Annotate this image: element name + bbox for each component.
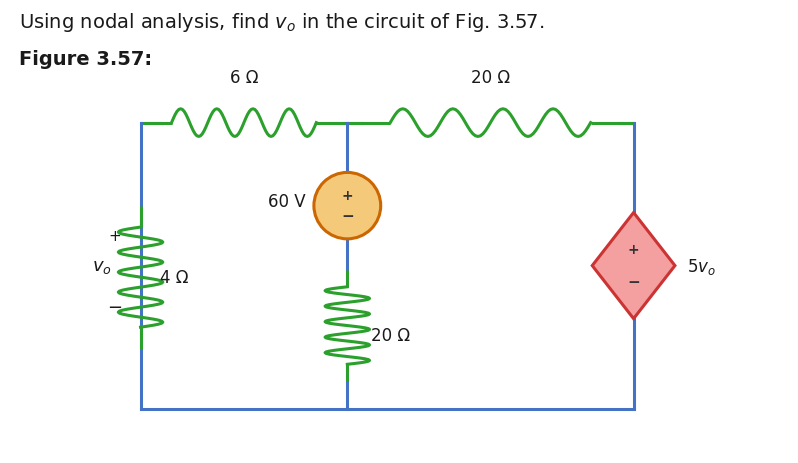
Text: 5$v_o$: 5$v_o$ (687, 256, 716, 276)
Text: −: − (627, 275, 640, 290)
Text: 60 V: 60 V (268, 193, 306, 211)
Text: +: + (628, 243, 639, 257)
Text: Figure 3.57:: Figure 3.57: (19, 50, 152, 69)
Text: Using nodal analysis, find $v_o$ in the circuit of Fig. 3.57.: Using nodal analysis, find $v_o$ in the … (19, 11, 544, 34)
Text: −: − (108, 299, 123, 316)
Text: 20 Ω: 20 Ω (371, 326, 410, 344)
Text: −: − (341, 209, 354, 224)
Text: +: + (109, 229, 121, 244)
Polygon shape (592, 213, 675, 319)
Ellipse shape (314, 173, 381, 239)
Text: 4 Ω: 4 Ω (160, 269, 189, 287)
Text: +: + (342, 189, 354, 203)
Text: 6 Ω: 6 Ω (230, 69, 259, 87)
Text: 20 Ω: 20 Ω (471, 69, 510, 87)
Text: $v_o$: $v_o$ (93, 257, 113, 275)
